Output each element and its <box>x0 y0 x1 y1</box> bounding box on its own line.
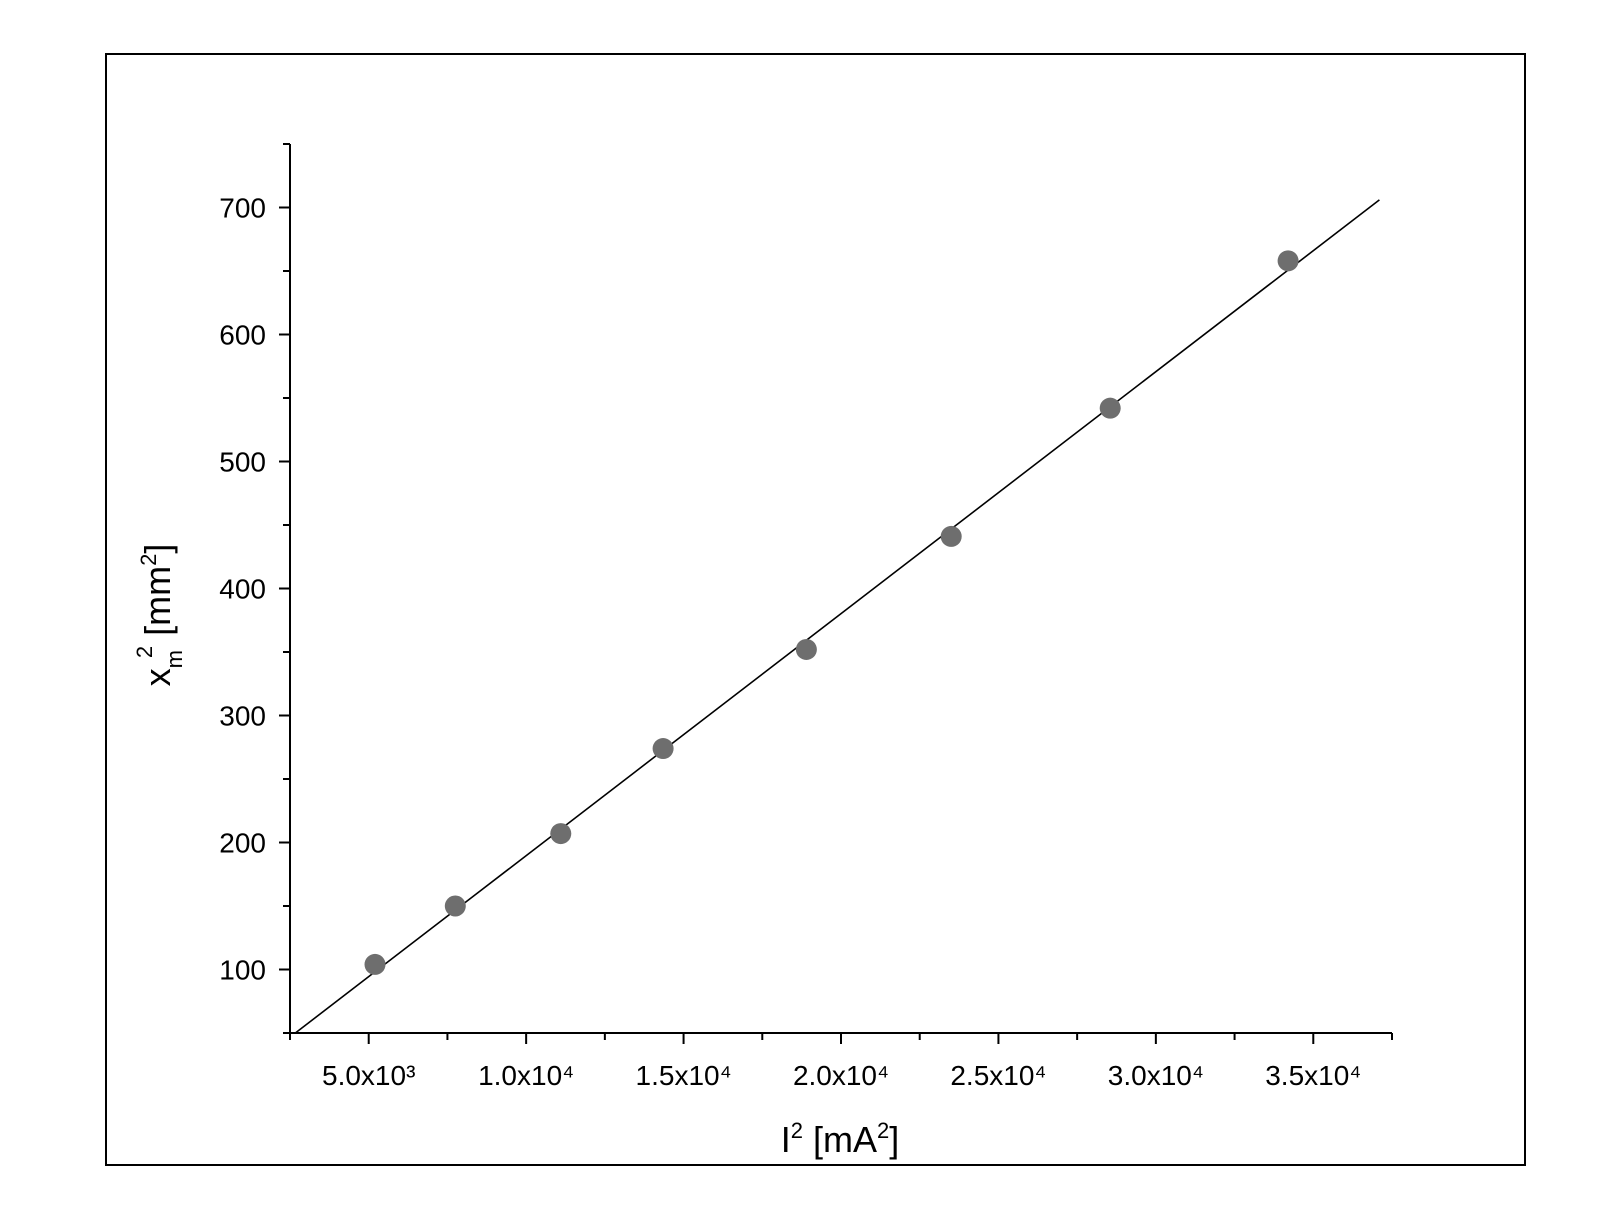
y-tick-label: 300 <box>219 701 266 732</box>
x-tick-label: 3.0x10⁴ <box>1108 1060 1204 1091</box>
data-point <box>940 525 962 547</box>
x-label-part: ] <box>889 1119 899 1160</box>
x-label-sup: 2 <box>791 1118 803 1143</box>
x-label-part: I <box>781 1119 791 1160</box>
x-tick-label: 2.5x10⁴ <box>950 1060 1046 1091</box>
y-axis-label: xm2 [mm2] <box>132 544 187 687</box>
frame <box>105 53 1526 1166</box>
y-tick-label: 500 <box>219 447 266 478</box>
x-tick-label: 3.5x10⁴ <box>1265 1060 1361 1091</box>
data-point <box>444 895 466 917</box>
data-point <box>550 823 572 845</box>
x-axis-label: I2 [mA2] <box>781 1118 900 1160</box>
fit-line <box>294 199 1380 1034</box>
y-tick-label: 400 <box>219 574 266 605</box>
y-tick-label: 200 <box>219 828 266 859</box>
y-tick-label: 700 <box>219 193 266 224</box>
y-label-part: [mm <box>137 566 178 646</box>
y-label-sub: m <box>162 650 187 668</box>
x-label-sup: 2 <box>877 1118 889 1143</box>
data-point <box>795 638 817 660</box>
x-tick-label: 1.0x10⁴ <box>478 1060 574 1091</box>
data-point <box>364 953 386 975</box>
x-tick-label: 2.0x10⁴ <box>793 1060 889 1091</box>
y-label-sup: 2 <box>132 646 157 658</box>
y-label-sup: 2 <box>136 554 161 566</box>
y-label-part: x <box>137 668 178 686</box>
data-point <box>652 738 674 760</box>
data-point <box>1099 397 1121 419</box>
y-tick-label: 100 <box>219 955 266 986</box>
x-tick-label: 5.0x10³ <box>322 1060 415 1091</box>
x-tick-label: 1.5x10⁴ <box>636 1060 732 1091</box>
y-tick-label: 600 <box>219 320 266 351</box>
y-label-part: ] <box>137 544 178 554</box>
data-point <box>1277 250 1299 272</box>
x-label-part: [mA <box>803 1119 877 1160</box>
